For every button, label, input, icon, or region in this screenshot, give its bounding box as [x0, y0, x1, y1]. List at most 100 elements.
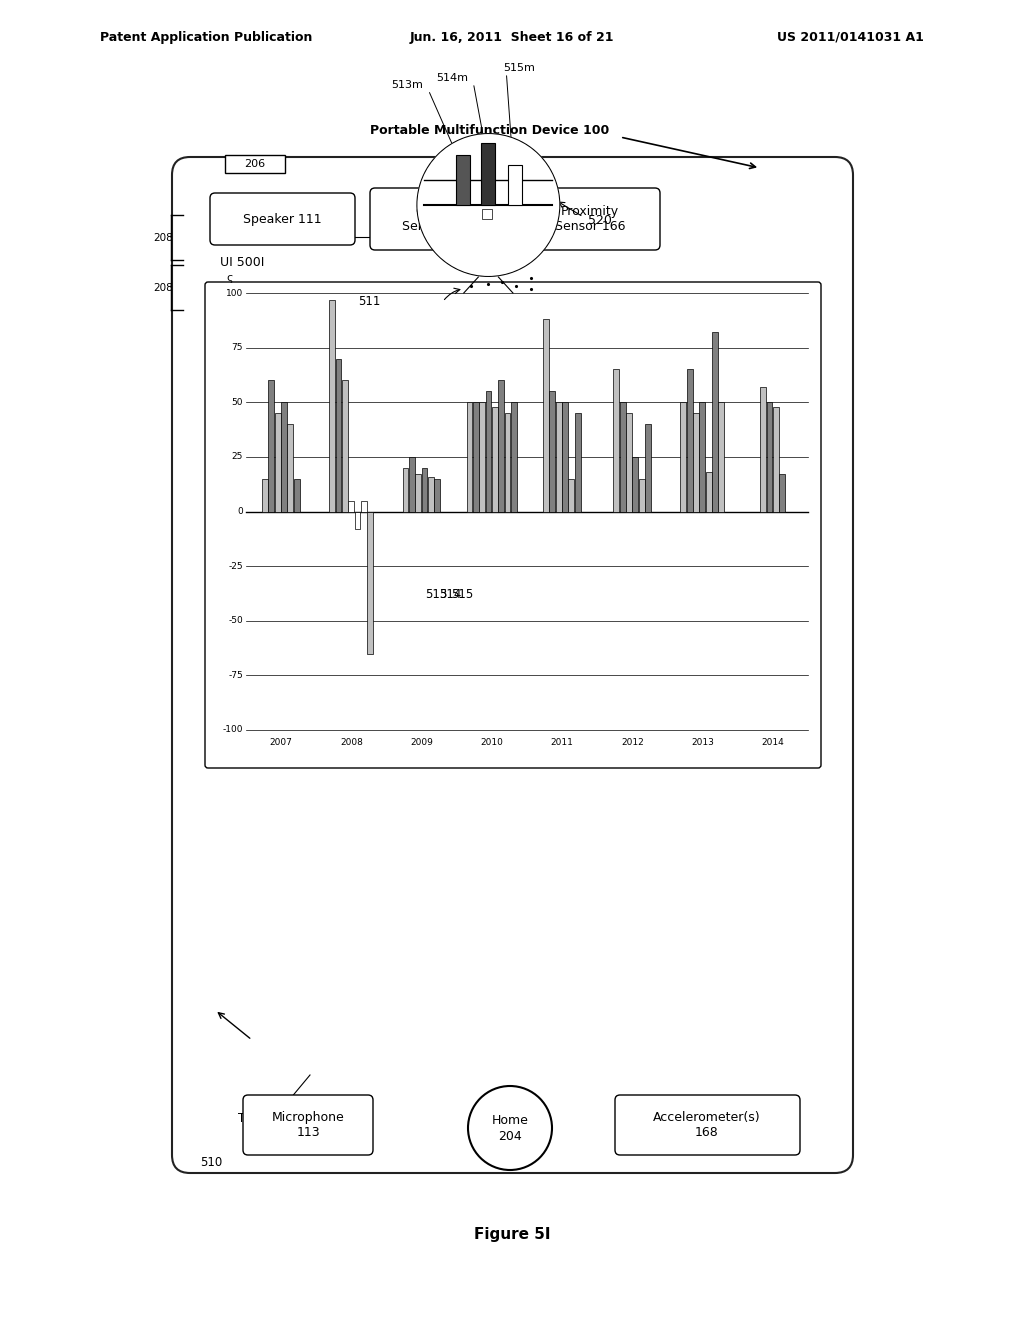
Bar	[499, 380, 504, 511]
Bar	[473, 403, 479, 511]
Bar	[706, 473, 712, 511]
Bar	[562, 403, 568, 511]
Bar	[342, 380, 348, 511]
Bar	[505, 413, 510, 511]
Text: 100: 100	[225, 289, 243, 297]
Text: 2014: 2014	[762, 738, 784, 747]
Circle shape	[417, 133, 560, 277]
Text: 208: 208	[154, 234, 173, 243]
Bar	[574, 413, 581, 511]
Text: 2013: 2013	[691, 738, 714, 747]
Text: -50: -50	[228, 616, 243, 626]
Bar	[481, 143, 496, 205]
Text: 204: 204	[498, 1130, 522, 1143]
Text: 2009: 2009	[411, 738, 433, 747]
Text: Speaker 111: Speaker 111	[243, 213, 322, 226]
FancyBboxPatch shape	[520, 187, 660, 249]
FancyBboxPatch shape	[615, 1096, 800, 1155]
Text: Jun. 16, 2011  Sheet 16 of 21: Jun. 16, 2011 Sheet 16 of 21	[410, 30, 614, 44]
Bar	[760, 387, 766, 511]
Bar	[457, 154, 470, 205]
Bar	[282, 403, 287, 511]
Text: 514: 514	[439, 587, 462, 601]
Bar	[556, 403, 561, 511]
Bar	[550, 391, 555, 511]
Bar	[402, 467, 409, 511]
Bar	[693, 413, 699, 511]
Text: 2007: 2007	[269, 738, 293, 747]
Bar	[543, 319, 549, 511]
Bar	[568, 479, 574, 511]
Bar	[633, 457, 638, 511]
Bar	[262, 479, 268, 511]
Text: Touch screen 112: Touch screen 112	[238, 1111, 341, 1125]
Text: 2011: 2011	[551, 738, 573, 747]
Text: 50: 50	[231, 397, 243, 407]
Text: -100: -100	[222, 726, 243, 734]
FancyBboxPatch shape	[205, 282, 821, 768]
Bar	[368, 511, 373, 653]
Bar	[767, 403, 772, 511]
Bar	[773, 407, 778, 511]
Bar	[492, 407, 498, 511]
Text: Home: Home	[492, 1114, 528, 1126]
FancyBboxPatch shape	[172, 157, 853, 1173]
Text: 208: 208	[154, 282, 173, 293]
Text: -25: -25	[228, 561, 243, 570]
Text: 0: 0	[238, 507, 243, 516]
Text: 510: 510	[200, 1155, 222, 1168]
Bar	[360, 500, 367, 511]
Text: 520: 520	[589, 214, 612, 227]
Bar	[613, 370, 620, 511]
FancyBboxPatch shape	[210, 193, 355, 246]
Bar	[687, 370, 692, 511]
Bar	[779, 474, 785, 511]
Bar	[288, 424, 293, 511]
Bar	[428, 477, 434, 511]
Text: 2010: 2010	[480, 738, 504, 747]
Bar	[508, 165, 522, 205]
Bar	[699, 403, 706, 511]
Bar	[348, 500, 354, 511]
Bar	[712, 333, 718, 511]
Bar	[645, 424, 651, 511]
Bar	[482, 209, 493, 219]
Text: 513m: 513m	[391, 81, 423, 90]
Text: Optical
Sensor 164: Optical Sensor 164	[401, 205, 472, 234]
Text: 514m: 514m	[436, 73, 468, 83]
Text: US 2011/0141031 A1: US 2011/0141031 A1	[777, 30, 924, 44]
Bar	[354, 511, 360, 529]
Bar	[681, 403, 686, 511]
Text: Figure 5I: Figure 5I	[474, 1228, 550, 1242]
Text: Microphone
113: Microphone 113	[271, 1111, 344, 1139]
Text: 2012: 2012	[621, 738, 644, 747]
Bar	[467, 403, 472, 511]
Bar	[409, 457, 415, 511]
Bar	[416, 474, 421, 511]
Text: 25: 25	[231, 453, 243, 462]
Bar	[268, 380, 274, 511]
Text: 206: 206	[245, 158, 265, 169]
Bar	[330, 300, 335, 511]
Text: 513: 513	[425, 587, 447, 601]
Bar	[511, 403, 517, 511]
Bar	[719, 403, 724, 511]
Bar	[639, 479, 644, 511]
Bar	[225, 154, 285, 173]
Text: UI 500I: UI 500I	[220, 256, 264, 268]
FancyBboxPatch shape	[370, 187, 505, 249]
Text: Proximity
Sensor 166: Proximity Sensor 166	[555, 205, 626, 234]
Text: ς: ς	[226, 273, 233, 282]
Text: 2008: 2008	[340, 738, 362, 747]
Bar	[274, 413, 281, 511]
Text: -75: -75	[228, 671, 243, 680]
Bar	[434, 479, 440, 511]
FancyBboxPatch shape	[243, 1096, 373, 1155]
Text: 75: 75	[231, 343, 243, 352]
Text: 515m: 515m	[504, 63, 536, 73]
Bar	[336, 359, 341, 511]
Text: Accelerometer(s)
168: Accelerometer(s) 168	[653, 1111, 761, 1139]
Bar	[479, 403, 485, 511]
Text: Patent Application Publication: Patent Application Publication	[100, 30, 312, 44]
Bar	[626, 413, 632, 511]
